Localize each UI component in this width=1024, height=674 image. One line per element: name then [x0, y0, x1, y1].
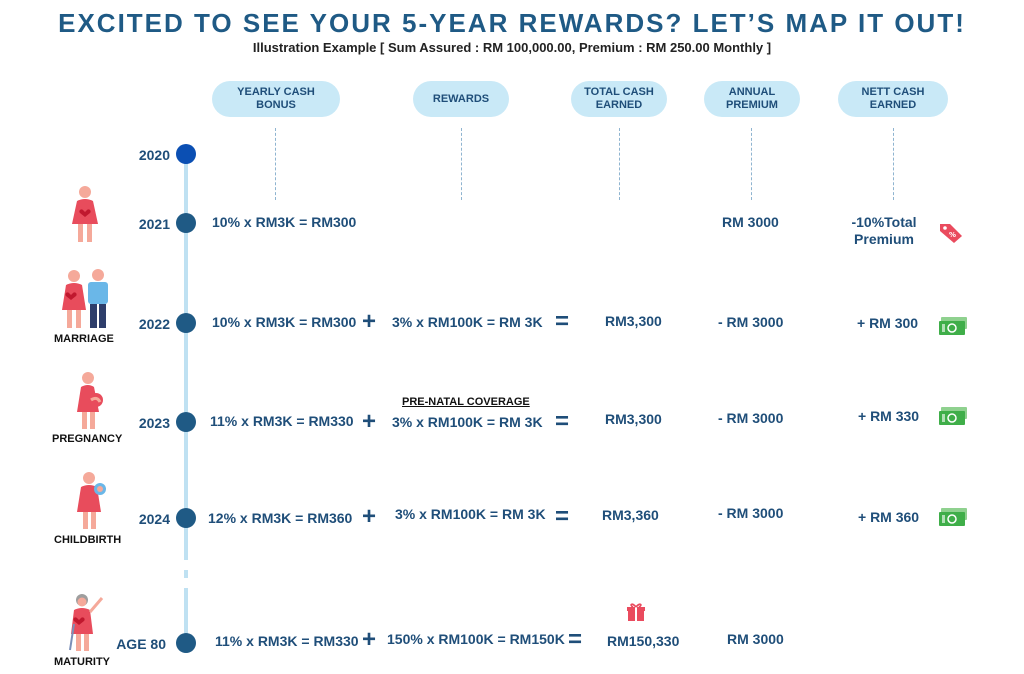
column-header-annual-premium: ANNUAL PREMIUM: [704, 81, 800, 117]
column-header-text: PREMIUM: [726, 99, 778, 111]
column-header-total-cash-earned: TOTAL CASH EARNED: [571, 81, 667, 117]
column-header-text: REWARDS: [432, 92, 490, 105]
annual-premium-cell: - RM 3000: [718, 410, 784, 426]
year-label: 2020: [138, 147, 170, 163]
timeline-break: [182, 560, 190, 570]
nett-cash-text: -10%Total: [851, 214, 917, 230]
timeline-dot: [176, 313, 196, 333]
pregnant-woman-icon: [77, 372, 103, 429]
dashed-connector: [619, 128, 620, 200]
reward-cell: 150% x RM100K = RM150K: [387, 631, 565, 647]
column-header-text: TOTAL CASH: [584, 86, 654, 98]
yearly-bonus-cell: 12% x RM3K = RM360: [208, 510, 353, 526]
nett-cash-cell: + RM 330: [858, 408, 920, 424]
total-cash-cell: RM150,330: [607, 633, 680, 649]
dashed-connector: [751, 128, 752, 200]
year-label: 2024: [138, 511, 170, 527]
timeline-dot: [176, 633, 196, 653]
year-label: 2021: [138, 216, 170, 232]
prenatal-coverage-label: PRE-NATAL COVERAGE: [402, 396, 530, 408]
plus-operator: +: [362, 626, 377, 653]
reward-cell: 3% x RM100K = RM 3K: [392, 414, 543, 430]
column-header-rewards: REWARDS: [413, 81, 509, 117]
year-label: AGE 80: [116, 636, 166, 652]
equals-operator: =: [555, 308, 570, 335]
page-title: EXCITED TO SEE YOUR 5-YEAR REWARDS? LET’…: [58, 8, 966, 38]
column-header-text: NETT CASH: [861, 86, 925, 98]
page-subtitle: Illustration Example [ Sum Assured : RM …: [252, 40, 772, 55]
column-header-text: EARNED: [595, 99, 643, 111]
timeline-dot: [176, 508, 196, 528]
annual-premium-cell: - RM 3000: [718, 505, 784, 521]
nett-cash-cell: -10%Total Premium: [846, 214, 922, 248]
total-cash-cell: RM3,300: [605, 411, 662, 427]
discount-tag-icon: %: [940, 224, 962, 243]
timeline-dot: [176, 412, 196, 432]
yearly-bonus-cell: 11% x RM3K = RM330: [215, 633, 359, 649]
column-header-text: EARNED: [869, 99, 917, 111]
nett-cash-cell: + RM 300: [857, 315, 919, 331]
equals-operator: =: [568, 626, 583, 653]
life-stage-label: MARRIAGE: [54, 333, 114, 345]
nett-cash-text: Premium: [854, 231, 914, 247]
cash-icon: [939, 508, 967, 526]
total-cash-cell: RM3,300: [605, 313, 662, 329]
timeline-dot: [176, 144, 196, 164]
life-stage-label: PREGNANCY: [52, 433, 123, 445]
year-label: 2023: [138, 415, 170, 431]
timeline-break: [182, 578, 190, 588]
life-stage-label: MATURITY: [54, 656, 111, 668]
reward-cell: 3% x RM100K = RM 3K: [395, 506, 546, 522]
annual-premium-cell: RM 3000: [722, 214, 779, 230]
yearly-bonus-cell: 11% x RM3K = RM330: [210, 413, 354, 429]
dashed-connector: [275, 128, 276, 200]
yearly-bonus-cell: 10% x RM3K = RM300: [212, 314, 357, 330]
cash-icon: [939, 317, 967, 335]
plus-operator: +: [362, 503, 377, 530]
annual-premium-cell: RM 3000: [727, 631, 784, 647]
year-label: 2022: [138, 316, 170, 332]
equals-operator: =: [555, 408, 570, 435]
timeline-dot: [176, 213, 196, 233]
column-header-text: YEARLY CASH: [237, 86, 315, 98]
nett-cash-cell: + RM 360: [858, 509, 920, 525]
cash-icon: [939, 407, 967, 425]
plus-operator: +: [362, 308, 377, 335]
dashed-connector: [893, 128, 894, 200]
dashed-connector: [461, 128, 462, 200]
life-stage-label: CHILDBIRTH: [54, 534, 122, 546]
column-header-yearly-cash-bonus: YEARLY CASH BONUS: [212, 81, 340, 117]
reward-cell: 3% x RM100K = RM 3K: [392, 314, 543, 330]
yearly-bonus-cell: 10% x RM3K = RM300: [212, 214, 357, 230]
plus-operator: +: [362, 408, 377, 435]
gift-icon: [627, 603, 645, 621]
timeline-line: [184, 154, 188, 644]
couple-icon: [62, 269, 108, 328]
pregnant-woman-icon: [72, 186, 98, 242]
column-header-text: ANNUAL: [728, 86, 776, 98]
column-header-nett-cash-earned: NETT CASH EARNED: [838, 81, 948, 117]
mother-with-baby-icon: [77, 472, 106, 529]
column-header-text: BONUS: [256, 99, 296, 111]
total-cash-cell: RM3,360: [602, 507, 659, 523]
annual-premium-cell: - RM 3000: [718, 314, 784, 330]
svg-text:%: %: [949, 231, 956, 239]
equals-operator: =: [555, 503, 570, 530]
elderly-woman-icon: [69, 594, 104, 651]
